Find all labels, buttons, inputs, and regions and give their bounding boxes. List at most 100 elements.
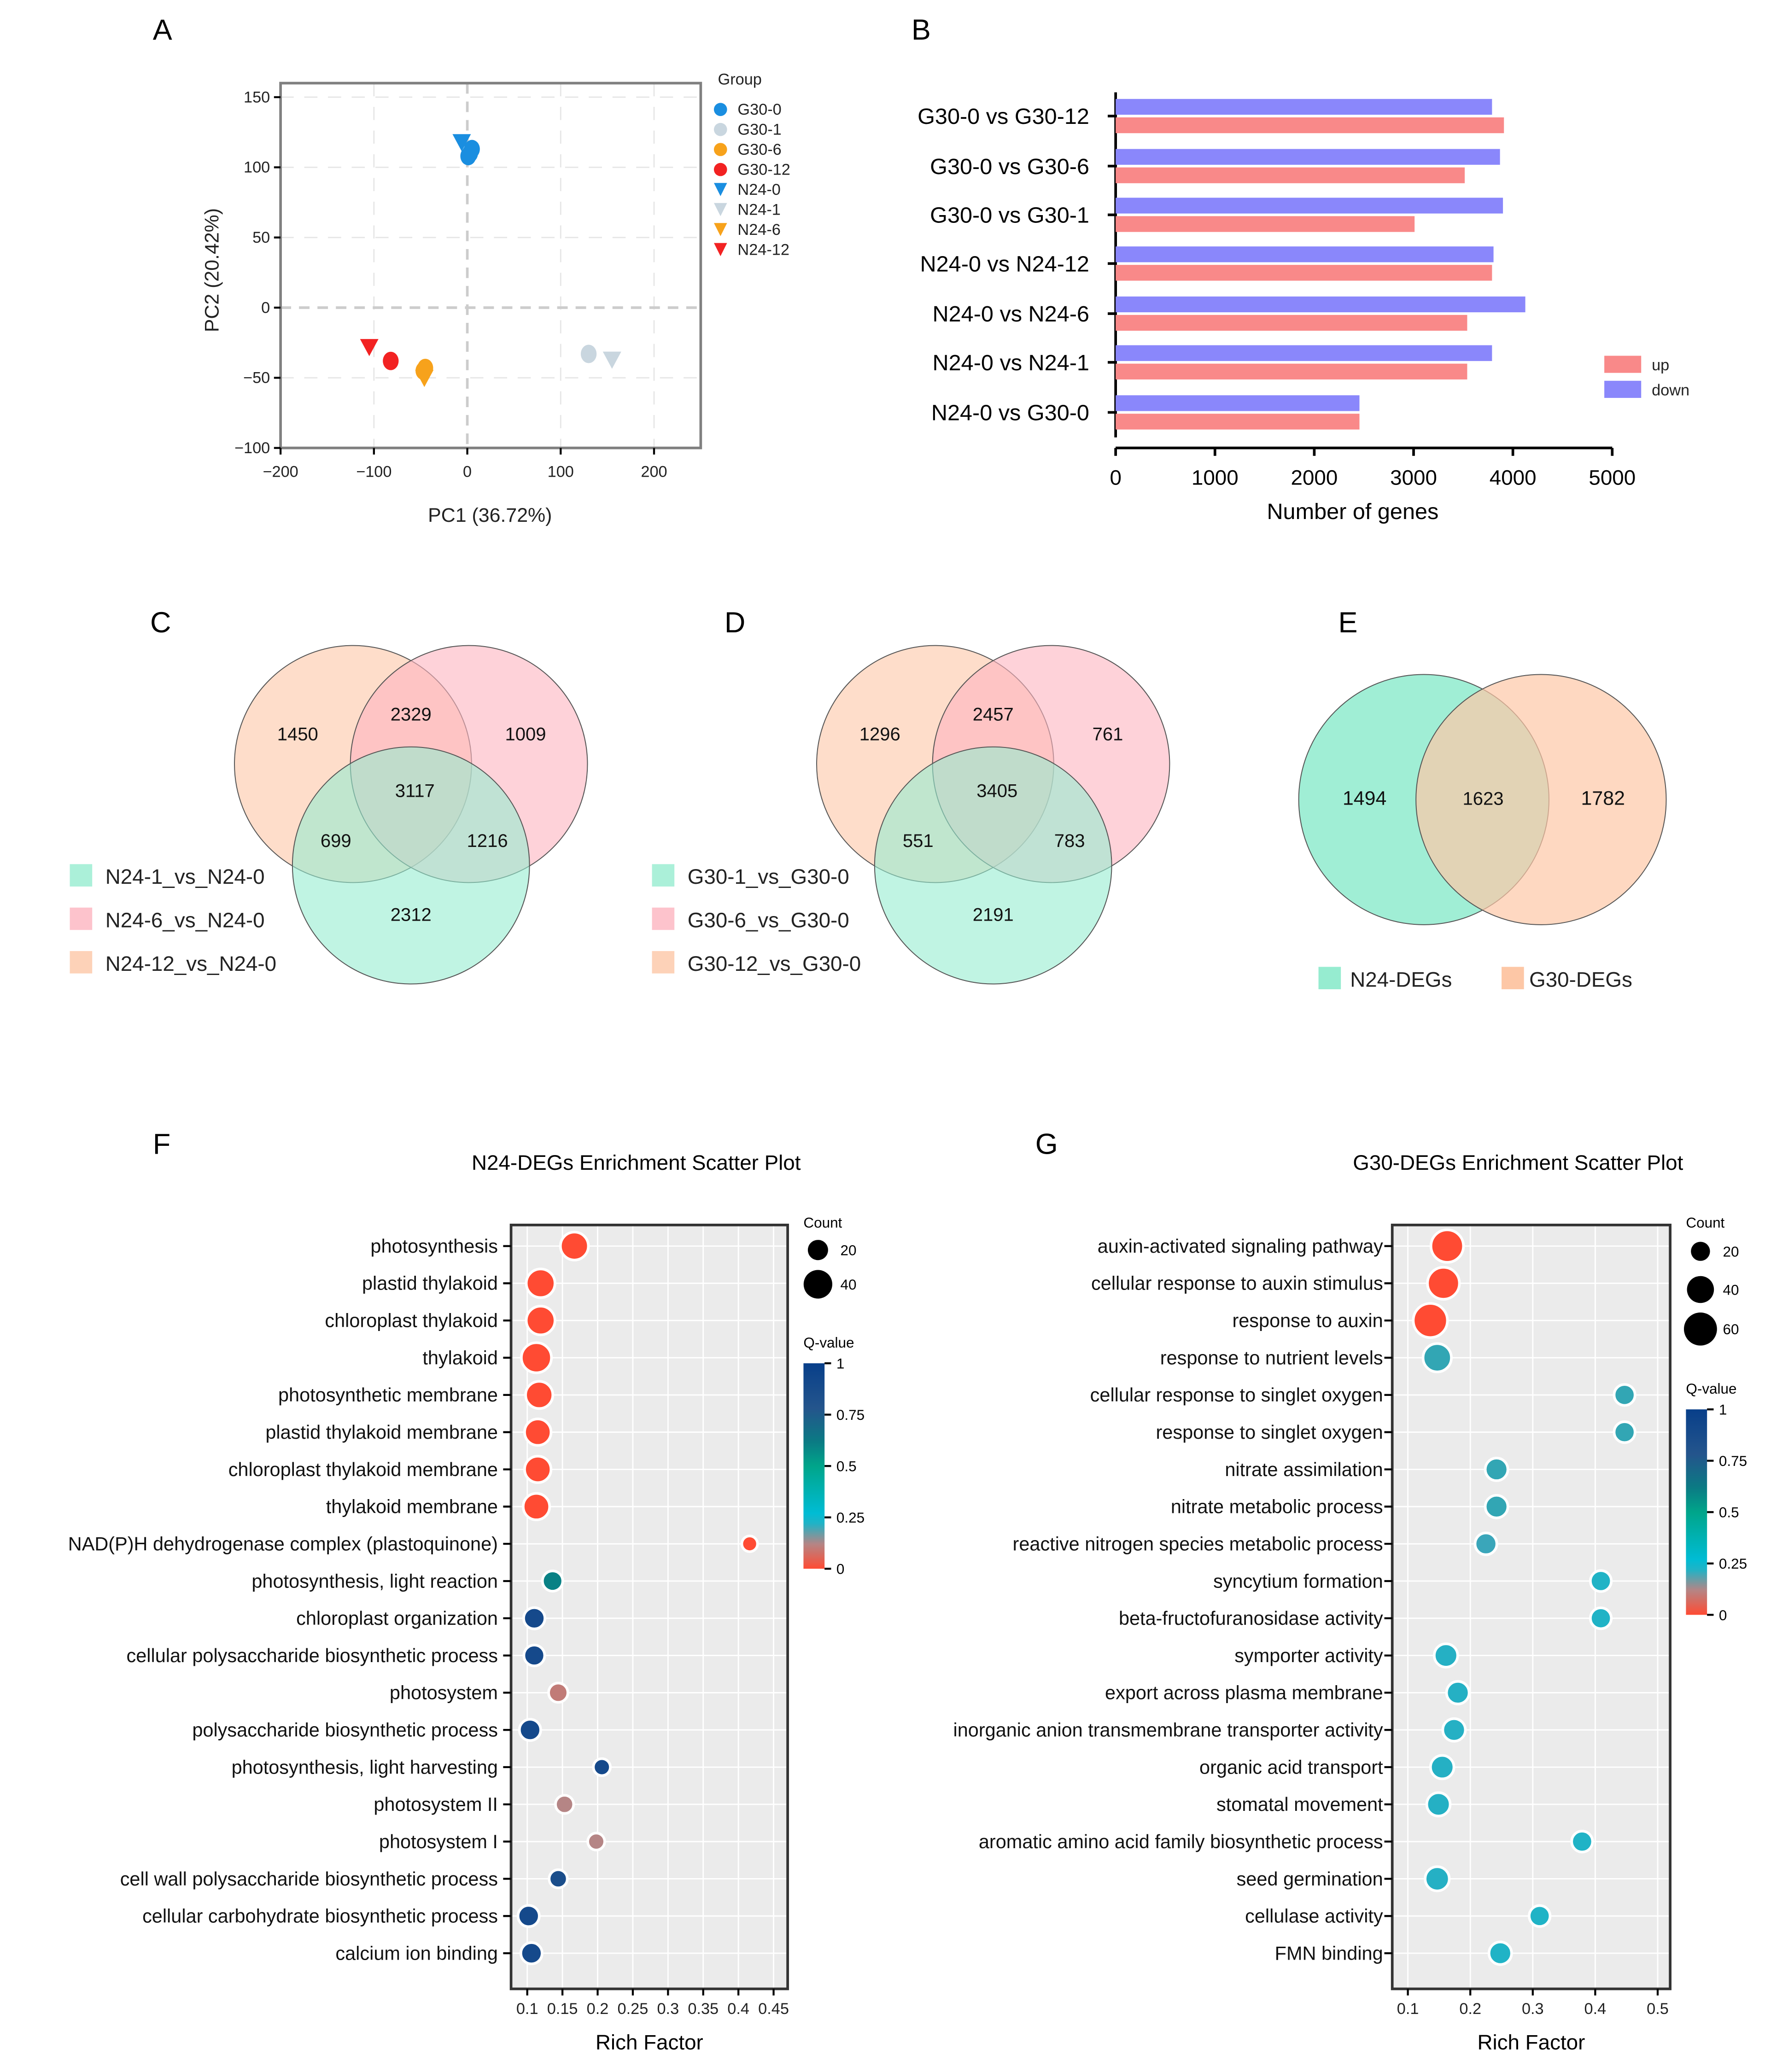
- legend-label: G30-DEGs: [1529, 968, 1632, 991]
- venn-n24: 1450 2329 1009 3117 699 1216 2312 N24-1_vs_N24-…: [70, 645, 588, 985]
- term-point: [1589, 1606, 1613, 1630]
- venn-count-12_6: 2457: [973, 705, 1014, 725]
- legend-label: G30-6_vs_G30-0: [688, 909, 849, 932]
- category-label: G30-0 vs G30-1: [930, 203, 1089, 228]
- term-point: [1412, 1302, 1449, 1339]
- color-tick-label: 1: [1719, 1402, 1727, 1418]
- legend-swatch: [70, 907, 93, 930]
- y-tick-label: 150: [244, 88, 270, 106]
- term-label: polysaccharide biosynthetic process: [192, 1719, 498, 1741]
- panel-label-f: F: [153, 1128, 170, 1160]
- category-label: N24-0 vs N24-12: [920, 251, 1089, 276]
- size-legend-circle: [807, 1240, 828, 1261]
- term-point: [1424, 1865, 1451, 1892]
- y-tick-label: 0: [261, 299, 270, 316]
- term-point: [559, 1231, 590, 1261]
- term-point: [523, 1418, 553, 1447]
- term-label: photosynthesis, light reaction: [251, 1570, 498, 1592]
- term-point: [1484, 1494, 1509, 1519]
- y-tick-label: 100: [244, 159, 270, 176]
- pca-plot: −200 −100 0 100 200 150 100 50 0 −50 −100 PC1 (36.7…: [201, 70, 790, 526]
- color-tick-label: 0: [836, 1561, 844, 1577]
- legend-marker: [713, 183, 727, 196]
- term-label: photosystem II: [374, 1793, 498, 1815]
- term-point: [1613, 1383, 1636, 1407]
- term-label: auxin-activated signaling pathway: [1098, 1235, 1383, 1257]
- venn-circle-G30-1_vs_G30-0: [874, 746, 1112, 985]
- term-point: [1589, 1569, 1613, 1593]
- bar-up: [1116, 167, 1465, 183]
- term-label: cellular polysaccharide biosynthetic pro…: [127, 1645, 498, 1666]
- x-axis-label: Number of genes: [1267, 499, 1438, 524]
- legend-marker: [713, 203, 727, 216]
- color-tick-label: 0.75: [1719, 1453, 1747, 1469]
- term-label: stomatal movement: [1216, 1793, 1383, 1815]
- venn-count-12_1: 551: [903, 831, 934, 851]
- legend-label: G30-0: [737, 101, 781, 118]
- venn-n24-vs-g30: 1494 1623 1782 N24-DEGs G30-DEGs: [1298, 674, 1667, 991]
- size-legend-circle: [1687, 1276, 1714, 1303]
- term-point: [1484, 1457, 1509, 1482]
- color-tick-label: 0.25: [836, 1510, 865, 1526]
- legend-label: G30-12_vs_G30-0: [688, 952, 861, 975]
- term-point: [523, 1454, 553, 1484]
- legend-label: N24-12_vs_N24-0: [105, 952, 276, 975]
- panel-label-b: B: [912, 14, 931, 46]
- category-label: N24-0 vs G30-0: [931, 401, 1089, 426]
- bar-up: [1116, 117, 1504, 134]
- legend-label: N24-12: [737, 241, 789, 258]
- size-legend-label: 40: [1723, 1282, 1739, 1298]
- term-label: chloroplast thylakoid: [325, 1310, 498, 1331]
- venn-count-6_1: 783: [1054, 831, 1085, 851]
- category-label: N24-0 vs N24-6: [933, 302, 1089, 327]
- x-tick-label: 0.3: [1522, 2000, 1544, 2018]
- bar-up: [1116, 265, 1492, 281]
- legend-label: G30-12: [737, 161, 790, 179]
- term-point: [518, 1718, 542, 1742]
- term-point: [740, 1535, 759, 1553]
- term-label: plastid thylakoid: [362, 1272, 498, 1294]
- point-G30-0: [460, 146, 476, 165]
- legend-label: G30-6: [737, 141, 781, 158]
- bar-down: [1116, 99, 1492, 115]
- venn-count-only-b: 1782: [1581, 788, 1625, 810]
- term-point: [1528, 1904, 1552, 1928]
- term-point: [1433, 1642, 1459, 1669]
- term-label: FMN binding: [1275, 1942, 1383, 1964]
- legend-marker: [713, 223, 727, 236]
- term-label: thylakoid: [422, 1347, 498, 1368]
- term-point: [1429, 1228, 1465, 1264]
- category-label: G30-0 vs G30-6: [930, 154, 1089, 179]
- x-tick-label: 100: [548, 463, 574, 481]
- term-point: [520, 1341, 553, 1374]
- term-label: photosystem I: [379, 1831, 498, 1852]
- color-tick-label: 0: [1719, 1607, 1727, 1623]
- bar-up: [1116, 414, 1360, 430]
- bar-down: [1116, 246, 1494, 263]
- term-point: [522, 1492, 551, 1521]
- x-tick-label: 0: [1110, 466, 1121, 490]
- x-tick-label: 0.35: [688, 2000, 719, 2018]
- x-tick-label: 0: [463, 463, 472, 481]
- x-tick-label: −200: [263, 463, 298, 481]
- term-label: thylakoid membrane: [326, 1496, 498, 1518]
- x-tick-label: 0.25: [618, 2000, 649, 2018]
- legend-label: N24-1: [737, 201, 780, 218]
- legend-label: G30-1_vs_G30-0: [688, 865, 849, 888]
- term-point: [525, 1305, 556, 1337]
- g30-enrichment-plot: G30-DEGs Enrichment Scatter Plot auxin-ac…: [953, 1151, 1747, 2054]
- venn-count-6_1: 1216: [467, 831, 508, 851]
- term-label: cell wall polysaccharide biosynthetic pr…: [120, 1868, 498, 1890]
- panel-label-e: E: [1338, 607, 1357, 639]
- legend-marker: [713, 143, 727, 156]
- term-label: inorganic anion transmembrane transporte…: [953, 1719, 1383, 1741]
- term-point: [1441, 1717, 1467, 1743]
- legend-label: N24-DEGs: [1350, 968, 1452, 991]
- venn-count-all: 3117: [395, 781, 435, 801]
- legend-swatch-down: [1604, 380, 1642, 398]
- term-label: cellulase activity: [1245, 1905, 1383, 1927]
- term-point: [1613, 1420, 1636, 1444]
- x-tick-label: 0.15: [547, 2000, 578, 2018]
- x-tick-label: 0.3: [657, 2000, 679, 2018]
- size-legend-label: 60: [1723, 1321, 1739, 1337]
